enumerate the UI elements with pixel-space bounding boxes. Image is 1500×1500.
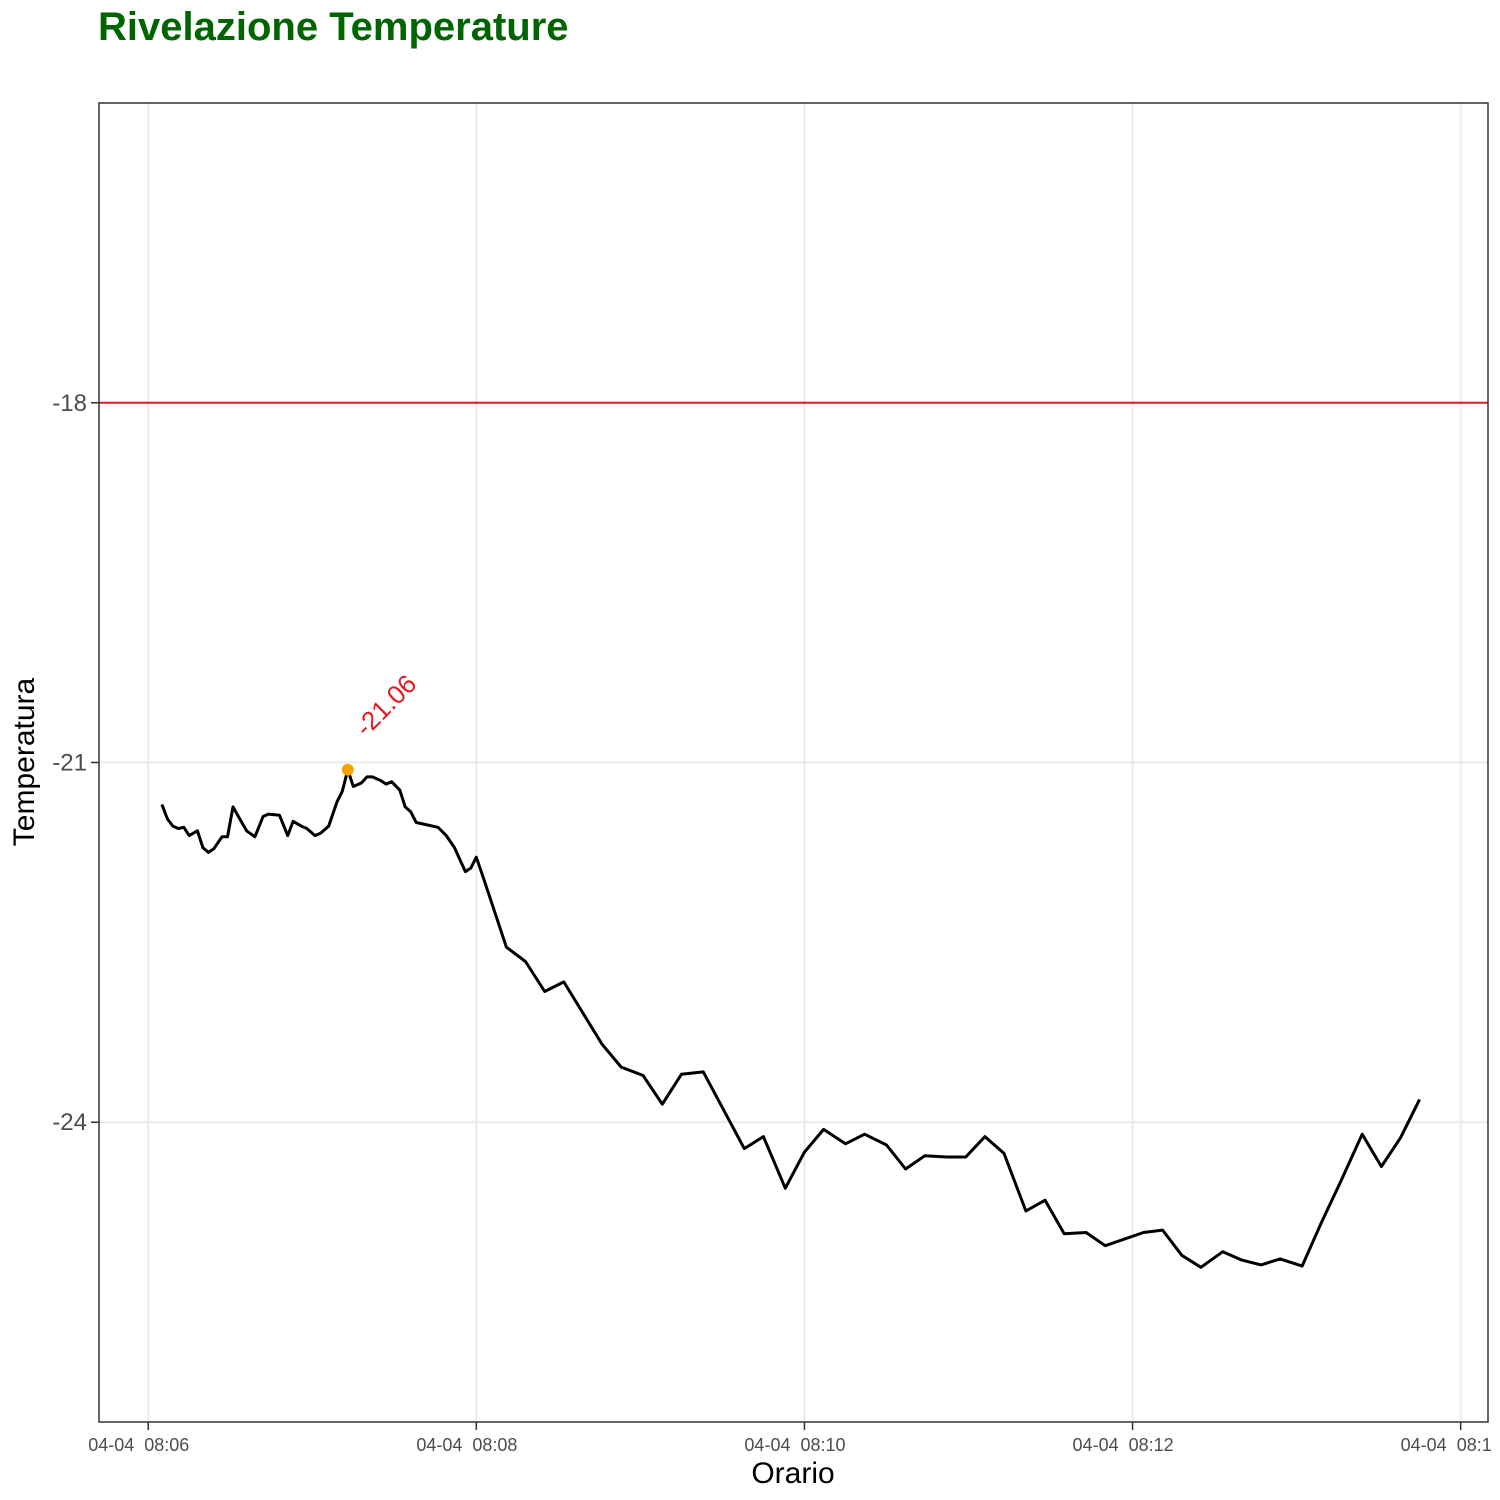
grid-lines (99, 103, 1488, 1422)
x-tick-label-0: 04-04 08:06 (88, 1435, 189, 1455)
x-tick-label-1: 04-04 08:08 (416, 1435, 517, 1455)
x-tick-label-2: 04-04 08:10 (744, 1435, 845, 1455)
y-tick-label-2: -24 (52, 1109, 87, 1136)
y-axis-title: Temperatura (8, 677, 41, 846)
series-layer (160, 768, 1421, 1269)
chart-title: Rivelazione Temperature (98, 5, 569, 49)
highlight-layer: -21.06 (341, 669, 422, 776)
x-axis-title: Orario (751, 1457, 834, 1490)
series-line-0 (160, 768, 1421, 1269)
y-axis: -18 -21 -24 (52, 390, 99, 1136)
y-tick-label-0: -18 (52, 390, 87, 417)
max-point (341, 763, 354, 776)
max-point-label: -21.06 (349, 669, 422, 742)
x-axis: 04-04 08:06 04-04 08:08 04-04 08:10 04-04 0… (88, 1422, 1492, 1455)
y-tick-label-1: -21 (52, 750, 87, 777)
x-tick-label-4: 04-04 08:1 (1401, 1435, 1492, 1455)
x-tick-label-3: 04-04 08:12 (1073, 1435, 1174, 1455)
